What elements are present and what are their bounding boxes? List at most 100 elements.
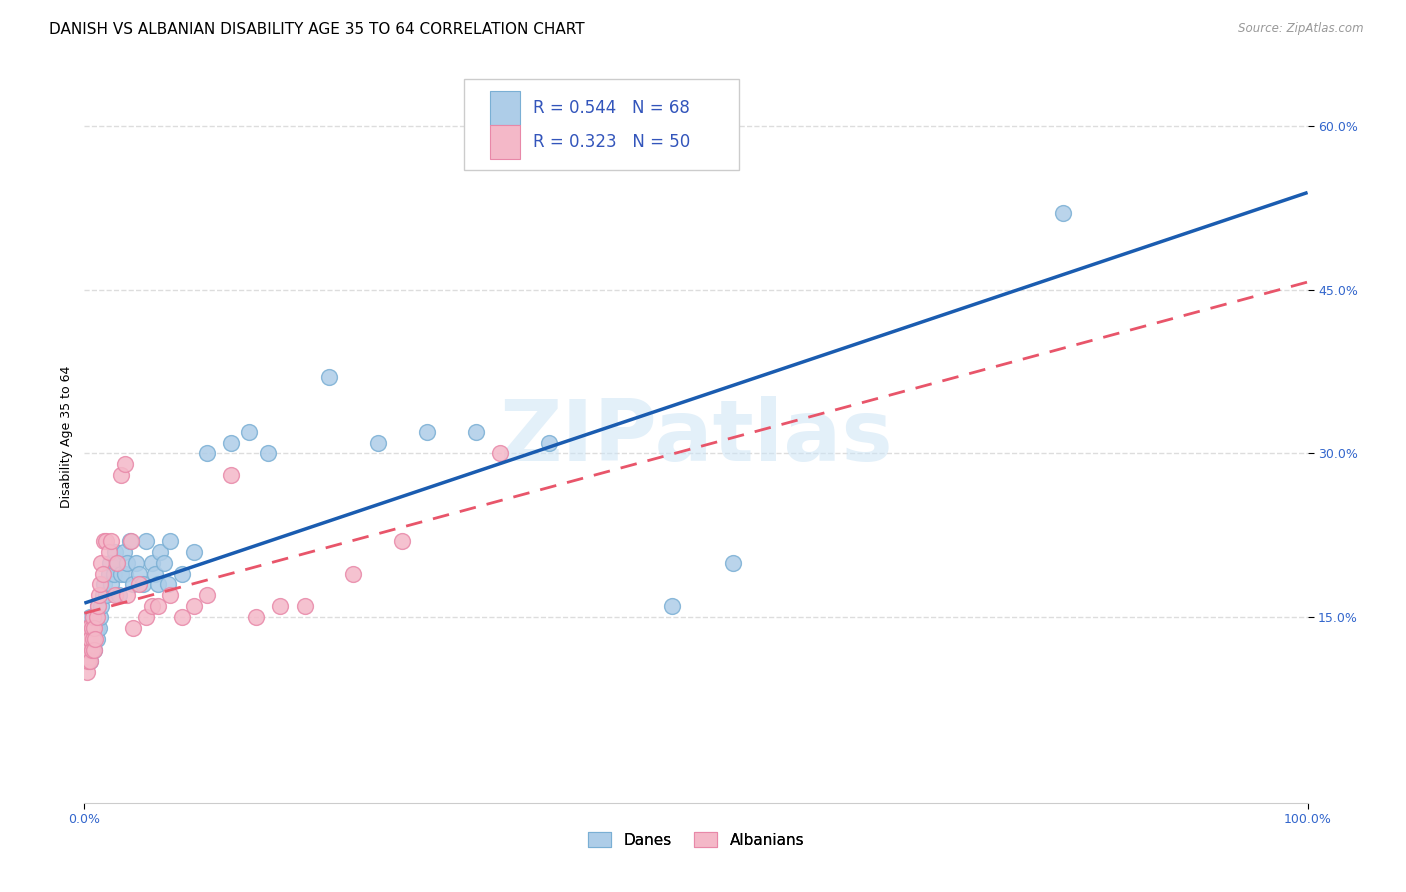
Point [97, 566, 120, 581]
Point [318, 370, 340, 384]
Point [135, 610, 157, 624]
Point [195, 446, 218, 460]
Point [80, 621, 103, 635]
Point [122, 621, 145, 635]
Point [367, 435, 389, 450]
Point [90, 556, 112, 570]
Point [83, 643, 105, 657]
Point [159, 588, 181, 602]
Point [86, 621, 108, 635]
Point [661, 599, 683, 614]
Point [97, 545, 120, 559]
Point [79, 632, 101, 646]
Legend: Danes, Albanians: Danes, Albanians [582, 825, 810, 854]
Point [538, 435, 561, 450]
Point [77, 621, 100, 635]
Point [128, 566, 150, 581]
Point [104, 588, 127, 602]
Point [125, 556, 148, 570]
Point [156, 577, 179, 591]
Point [80, 621, 103, 635]
Point [77, 632, 100, 646]
Point [219, 435, 242, 450]
Point [77, 632, 100, 646]
Point [80, 643, 103, 657]
Point [294, 599, 316, 614]
Point [172, 610, 194, 624]
Point [100, 533, 122, 548]
Point [79, 632, 101, 646]
Point [84, 610, 107, 624]
Point [76, 621, 98, 635]
Point [489, 446, 512, 460]
Point [89, 577, 111, 591]
Point [77, 621, 100, 635]
Point [87, 599, 110, 614]
Text: R = 0.544   N = 68: R = 0.544 N = 68 [533, 99, 690, 117]
Point [86, 610, 108, 624]
Point [96, 588, 118, 602]
Point [79, 610, 101, 624]
Point [132, 577, 155, 591]
Point [103, 566, 125, 581]
FancyBboxPatch shape [491, 125, 520, 160]
Point [104, 545, 127, 559]
Point [122, 577, 145, 591]
Point [120, 533, 142, 548]
Point [93, 533, 115, 548]
Point [82, 632, 104, 646]
Point [112, 545, 135, 559]
Point [82, 610, 104, 624]
Point [77, 654, 100, 668]
Point [114, 458, 136, 472]
Point [84, 632, 107, 646]
Point [79, 654, 101, 668]
Point [76, 665, 98, 679]
Point [83, 643, 105, 657]
Point [82, 610, 104, 624]
Point [91, 566, 114, 581]
Point [245, 610, 267, 624]
Point [86, 632, 108, 646]
Point [87, 599, 110, 614]
Y-axis label: Disability Age 35 to 64: Disability Age 35 to 64 [60, 366, 73, 508]
Point [391, 533, 413, 548]
Point [149, 545, 172, 559]
Point [141, 556, 163, 570]
Point [98, 556, 121, 570]
Point [146, 599, 169, 614]
Point [93, 577, 115, 591]
Point [75, 621, 97, 635]
Point [110, 468, 132, 483]
Point [87, 621, 110, 635]
Point [77, 643, 100, 657]
Point [219, 468, 242, 483]
Point [76, 643, 98, 657]
Point [83, 621, 105, 635]
Point [75, 654, 97, 668]
Point [269, 599, 291, 614]
Point [107, 588, 129, 602]
Point [77, 654, 100, 668]
Point [105, 556, 128, 570]
Point [238, 425, 260, 439]
Point [100, 577, 122, 591]
Point [79, 654, 101, 668]
Point [342, 566, 364, 581]
Point [416, 425, 439, 439]
Point [77, 643, 100, 657]
Point [115, 588, 138, 602]
Text: R = 0.323   N = 50: R = 0.323 N = 50 [533, 133, 690, 152]
Point [183, 545, 205, 559]
Point [115, 556, 138, 570]
Point [128, 577, 150, 591]
Point [721, 556, 744, 570]
Point [87, 588, 110, 602]
Point [1052, 206, 1074, 220]
Point [183, 599, 205, 614]
Point [195, 588, 218, 602]
Point [257, 446, 280, 460]
Point [143, 566, 166, 581]
Point [77, 621, 100, 635]
Point [172, 566, 194, 581]
